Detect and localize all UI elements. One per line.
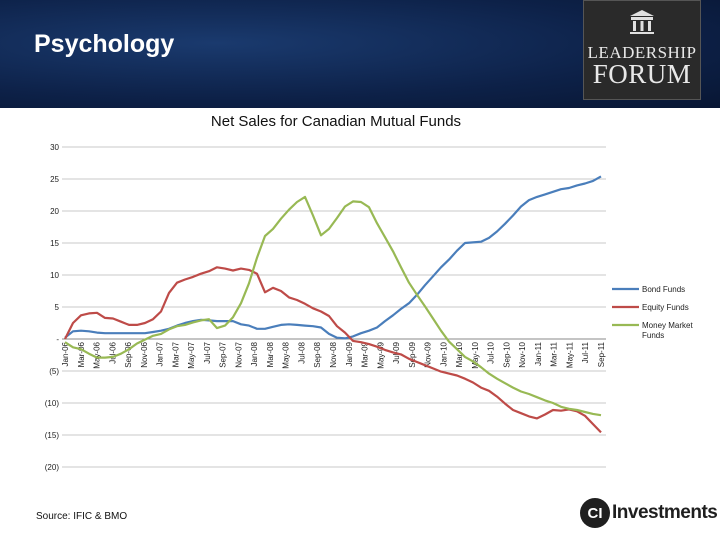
x-tick-label: Jan-08 bbox=[250, 341, 259, 366]
x-tick-label: Nov-10 bbox=[518, 341, 527, 367]
x-tick-label: Jan-07 bbox=[156, 341, 165, 366]
x-tick-label: Jul-11 bbox=[581, 341, 590, 363]
x-tick-label: Jan-09 bbox=[345, 341, 354, 366]
x-tick-label: Jan-11 bbox=[534, 341, 543, 365]
x-tick-label: Jul-08 bbox=[297, 341, 306, 363]
gridlines bbox=[62, 146, 606, 468]
money-market-funds-line bbox=[64, 195, 602, 417]
x-tick-label: May-10 bbox=[471, 341, 480, 368]
x-tick-label: Nov-07 bbox=[234, 341, 243, 367]
series-lines bbox=[64, 175, 602, 434]
chart-title: Net Sales for Canadian Mutual Funds bbox=[210, 113, 462, 130]
x-axis-tick-labels: Jan-06 Mar-06 May-06 Jul-06 Sep-06 Nov-06 Jan-… bbox=[61, 341, 606, 368]
y-tick-label: 10 bbox=[50, 271, 59, 280]
x-tick-label: Mar-07 bbox=[171, 341, 180, 367]
y-tick-label: (20) bbox=[45, 463, 60, 472]
ci-logo-text: Investments bbox=[612, 502, 718, 523]
y-tick-label: (10) bbox=[45, 399, 60, 408]
y-tick-label: (5) bbox=[49, 367, 59, 376]
bond-funds-line bbox=[64, 175, 602, 340]
x-tick-label: Mar-10 bbox=[455, 341, 464, 367]
y-tick-label: - bbox=[56, 335, 59, 344]
header-banner: Psychology LEADERSHIP FORUM bbox=[0, 0, 720, 108]
ci-logo-mark: CI bbox=[580, 498, 610, 528]
y-tick-label: 15 bbox=[50, 239, 59, 248]
x-tick-label: Jul-06 bbox=[108, 341, 117, 363]
x-tick-label: Mar-09 bbox=[361, 341, 370, 367]
legend-label: Equity Funds bbox=[642, 303, 689, 312]
y-axis-tick-labels: 30 25 20 15 10 5 - (5) (10) (15) (20) bbox=[45, 143, 60, 472]
x-tick-label: Nov-06 bbox=[140, 341, 149, 367]
y-tick-label: 5 bbox=[55, 303, 60, 312]
x-tick-label: Sep-07 bbox=[219, 341, 228, 367]
x-tick-label: Sep-08 bbox=[313, 341, 322, 367]
x-tick-label: Sep-10 bbox=[502, 341, 511, 367]
x-tick-label: May-08 bbox=[282, 341, 291, 368]
x-tick-label: Sep-11 bbox=[597, 341, 606, 367]
slide-title: Psychology bbox=[34, 30, 175, 58]
logo-text-forum: FORUM bbox=[592, 59, 692, 89]
ci-investments-logo: CI Investments bbox=[580, 498, 718, 528]
x-tick-label: May-07 bbox=[187, 341, 196, 368]
x-tick-label: Nov-09 bbox=[424, 341, 433, 367]
x-tick-label: Sep-06 bbox=[124, 341, 133, 367]
legend: Bond Funds Equity Funds Money Market Funds bbox=[612, 285, 693, 340]
source-note: Source: IFIC & BMO bbox=[36, 511, 128, 522]
x-tick-label: Sep-09 bbox=[408, 341, 417, 367]
x-tick-label: May-11 bbox=[565, 341, 574, 368]
y-tick-label: 20 bbox=[50, 207, 59, 216]
leadership-forum-logo: LEADERSHIP FORUM bbox=[583, 0, 701, 100]
logo-emblem-icon bbox=[630, 10, 654, 34]
legend-label: Money Market Funds bbox=[642, 321, 693, 340]
logo-text-leadership: LEADERSHIP bbox=[587, 43, 697, 62]
x-tick-label: Mar-11 bbox=[550, 341, 559, 366]
x-tick-label: Jul-10 bbox=[487, 341, 496, 363]
legend-label: Bond Funds bbox=[642, 285, 685, 294]
x-tick-label: May-09 bbox=[376, 341, 385, 368]
x-tick-label: Jan-10 bbox=[439, 341, 448, 366]
x-tick-label: Mar-06 bbox=[77, 341, 86, 367]
y-tick-label: 25 bbox=[50, 175, 59, 184]
x-tick-label: Mar-08 bbox=[266, 341, 275, 367]
x-tick-label: Jan-06 bbox=[61, 341, 70, 366]
y-tick-label: (15) bbox=[45, 431, 60, 440]
equity-funds-line bbox=[64, 266, 602, 434]
y-tick-label: 30 bbox=[50, 143, 59, 152]
x-tick-label: Jul-07 bbox=[203, 341, 212, 363]
x-tick-label: Nov-08 bbox=[329, 341, 338, 367]
x-tick-label: May-06 bbox=[93, 341, 102, 368]
